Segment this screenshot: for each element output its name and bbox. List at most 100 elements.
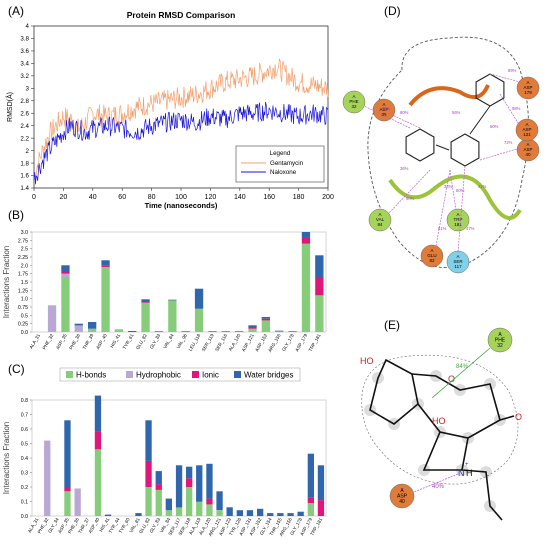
chart-b-bar-h-bonds bbox=[88, 328, 97, 332]
chart-c-bar-h-bonds bbox=[165, 510, 172, 516]
chart-b-ytick-label: 2.5 bbox=[21, 247, 28, 253]
chart-c-bar-water-bridges bbox=[155, 471, 162, 485]
chart-a-ytick-label: 3.4 bbox=[20, 61, 29, 68]
chart-b-ytick-label: 0.5 bbox=[21, 313, 28, 319]
chart-c-bar-water-bridges bbox=[145, 420, 152, 461]
diagram-e-percent-asp: 40% bbox=[432, 484, 445, 490]
chart-a-xtick-label: 0 bbox=[32, 194, 36, 201]
chart-b-bar-hydrophobic bbox=[47, 305, 57, 332]
chart-b-xtick-label: ASP_40 bbox=[95, 333, 108, 350]
chart-b-frame bbox=[31, 231, 327, 333]
diagram-d-percent: 90% bbox=[406, 196, 415, 201]
chart-b-bar-ionic bbox=[301, 237, 311, 244]
chart-a-ytick-label: 2.2 bbox=[20, 135, 29, 142]
rmsd-line-chart: Protein RMSD Comparison 1.4 1.6 1.8 2 2.2 2.4 2… bbox=[5, 10, 334, 210]
diagram-d-hbond-arrow bbox=[489, 73, 521, 83]
chart-bc-legend-swatch bbox=[126, 371, 133, 378]
diagram-d-percent: 80% bbox=[400, 110, 409, 115]
chart-a-title: Protein RMSD Comparison bbox=[127, 10, 236, 20]
chart-b-bar-h-bonds bbox=[101, 267, 110, 332]
diagram-d-residue-num: 179 bbox=[524, 90, 532, 95]
chart-a-ytick-label: 3.8 bbox=[20, 36, 29, 43]
diagram-d-residue-asp-121 bbox=[515, 118, 539, 142]
diagram-e-residue-num: 32 bbox=[497, 343, 503, 349]
chart-b-xtick-label: PHE_36 bbox=[68, 333, 81, 351]
diagram-e-atom-o1: O bbox=[448, 374, 455, 384]
chart-c-bar-h-bonds bbox=[64, 491, 71, 516]
chart-b-bar-water-bridges bbox=[235, 331, 244, 332]
chart-a-xtick-label: 80 bbox=[148, 194, 156, 201]
chart-a-ylabel: RMSD(Å) bbox=[5, 92, 14, 122]
chart-b-xtick-label: SER_116 bbox=[214, 333, 228, 353]
chart-a-ytick-label: 1.8 bbox=[20, 160, 29, 167]
chart-c-bar-water-bridges bbox=[165, 498, 172, 511]
chart-c-bar-water-bridges bbox=[196, 465, 203, 502]
chart-b-xtick-label: ASP_152 bbox=[254, 333, 268, 353]
diagram-d-residue-chain: A bbox=[352, 94, 355, 99]
diagram-d-residue-num: 82 bbox=[429, 258, 435, 263]
chart-c-ytick-label: 0.0 bbox=[21, 514, 28, 520]
chart-b-bar-hydrophobic bbox=[61, 273, 70, 277]
chart-c-bar-ionic bbox=[186, 478, 193, 487]
chart-a-xlabel: Time (nanoseconds) bbox=[145, 201, 218, 210]
chart-c-bar-water-bridges bbox=[246, 510, 254, 516]
chart-b-bar-h-bonds bbox=[141, 302, 150, 332]
chart-b-bar-water-bridges bbox=[141, 299, 150, 301]
chart-b-xtick-label: TYR_61 bbox=[122, 333, 135, 350]
chart-a-ytick-label: 1.4 bbox=[20, 185, 29, 192]
chart-b-bar-h-bonds bbox=[315, 295, 324, 332]
diagram-d-residue-name: TRP bbox=[454, 217, 463, 222]
chart-b-bar-ionic bbox=[261, 318, 270, 321]
chart-b-bar-water-bridges bbox=[88, 322, 97, 329]
diagram-d-ring-top bbox=[475, 73, 505, 107]
diagram-e-residue-name: ASP bbox=[397, 494, 408, 500]
diagram-d-percent: 85% bbox=[382, 106, 391, 111]
chart-b-bar-water-bridges bbox=[248, 325, 257, 327]
diagram-e-atom-o2: O bbox=[515, 412, 522, 422]
diagram-d-residue-num: 84 bbox=[377, 222, 383, 227]
diagram-d-residue-num: 32 bbox=[351, 104, 357, 109]
chart-b-bar-water-bridges bbox=[168, 299, 177, 301]
diagram-d-hbond-arrow bbox=[363, 105, 411, 129]
diagram-e-atom-n: N bbox=[458, 468, 465, 478]
chart-a-xtick-label: 60 bbox=[118, 194, 126, 201]
diagram-d-residue-chain: A bbox=[526, 142, 529, 147]
chart-b-xtick-label: GLU_82 bbox=[135, 333, 148, 351]
diagram-d-residue-name: PHE bbox=[349, 99, 358, 104]
diagram-d-residue-phe-32 bbox=[342, 90, 366, 114]
chart-b-bar-h-bonds bbox=[61, 277, 70, 332]
chart-a-ytick-label: 3 bbox=[26, 86, 30, 93]
chart-b-bar-water-bridges bbox=[101, 260, 110, 266]
chart-c-bar-water-bridges bbox=[94, 395, 102, 432]
diagram-d-residue-num: 181 bbox=[454, 222, 462, 227]
diagram-d-percent: 98% bbox=[512, 106, 521, 111]
diagram-d-bond bbox=[435, 144, 450, 151]
chart-c-bar-water-bridges bbox=[186, 466, 193, 479]
chart-b-xtick-label: THR_39 bbox=[82, 333, 95, 351]
chart-a-xtick-label: 180 bbox=[293, 194, 305, 201]
chart-b-bar-water-bridges bbox=[315, 255, 324, 277]
chart-b-ytick-label: 1.25 bbox=[18, 288, 28, 294]
chart-bc-legend-swatch bbox=[234, 371, 241, 378]
chart-c-bar-hydrophobic bbox=[74, 488, 81, 516]
chart-c-bar-water-bridges bbox=[257, 508, 264, 517]
chart-bc-legend-item: Water bridges bbox=[244, 371, 294, 380]
diagram-d-percent: 41% bbox=[478, 184, 487, 189]
diagram-d-residue-num: 35 bbox=[381, 112, 387, 117]
chart-a-ytick-label: 2.8 bbox=[20, 98, 29, 105]
diagram-e-atom-plus: + bbox=[465, 462, 469, 468]
chart-b-ytick-label: 0.75 bbox=[18, 305, 28, 311]
chart-b-bar-ionic bbox=[315, 277, 324, 296]
chart-a-ytick-label: 2.6 bbox=[20, 110, 29, 117]
diagram-d-percent: 50% bbox=[490, 124, 499, 129]
chart-a-legend-box bbox=[235, 145, 325, 183]
diagram-d-percent: 80% bbox=[456, 188, 465, 193]
diagram-d-residue-name: ASP bbox=[523, 85, 532, 90]
chart-c-bar-ionic bbox=[145, 460, 152, 487]
diagram-d-residue-chain: A bbox=[456, 254, 459, 259]
chart-a-xtick-label: 160 bbox=[263, 194, 275, 201]
diagram-d-residue-name: ASP bbox=[522, 127, 531, 132]
chart-b-bar-ionic bbox=[101, 265, 110, 267]
